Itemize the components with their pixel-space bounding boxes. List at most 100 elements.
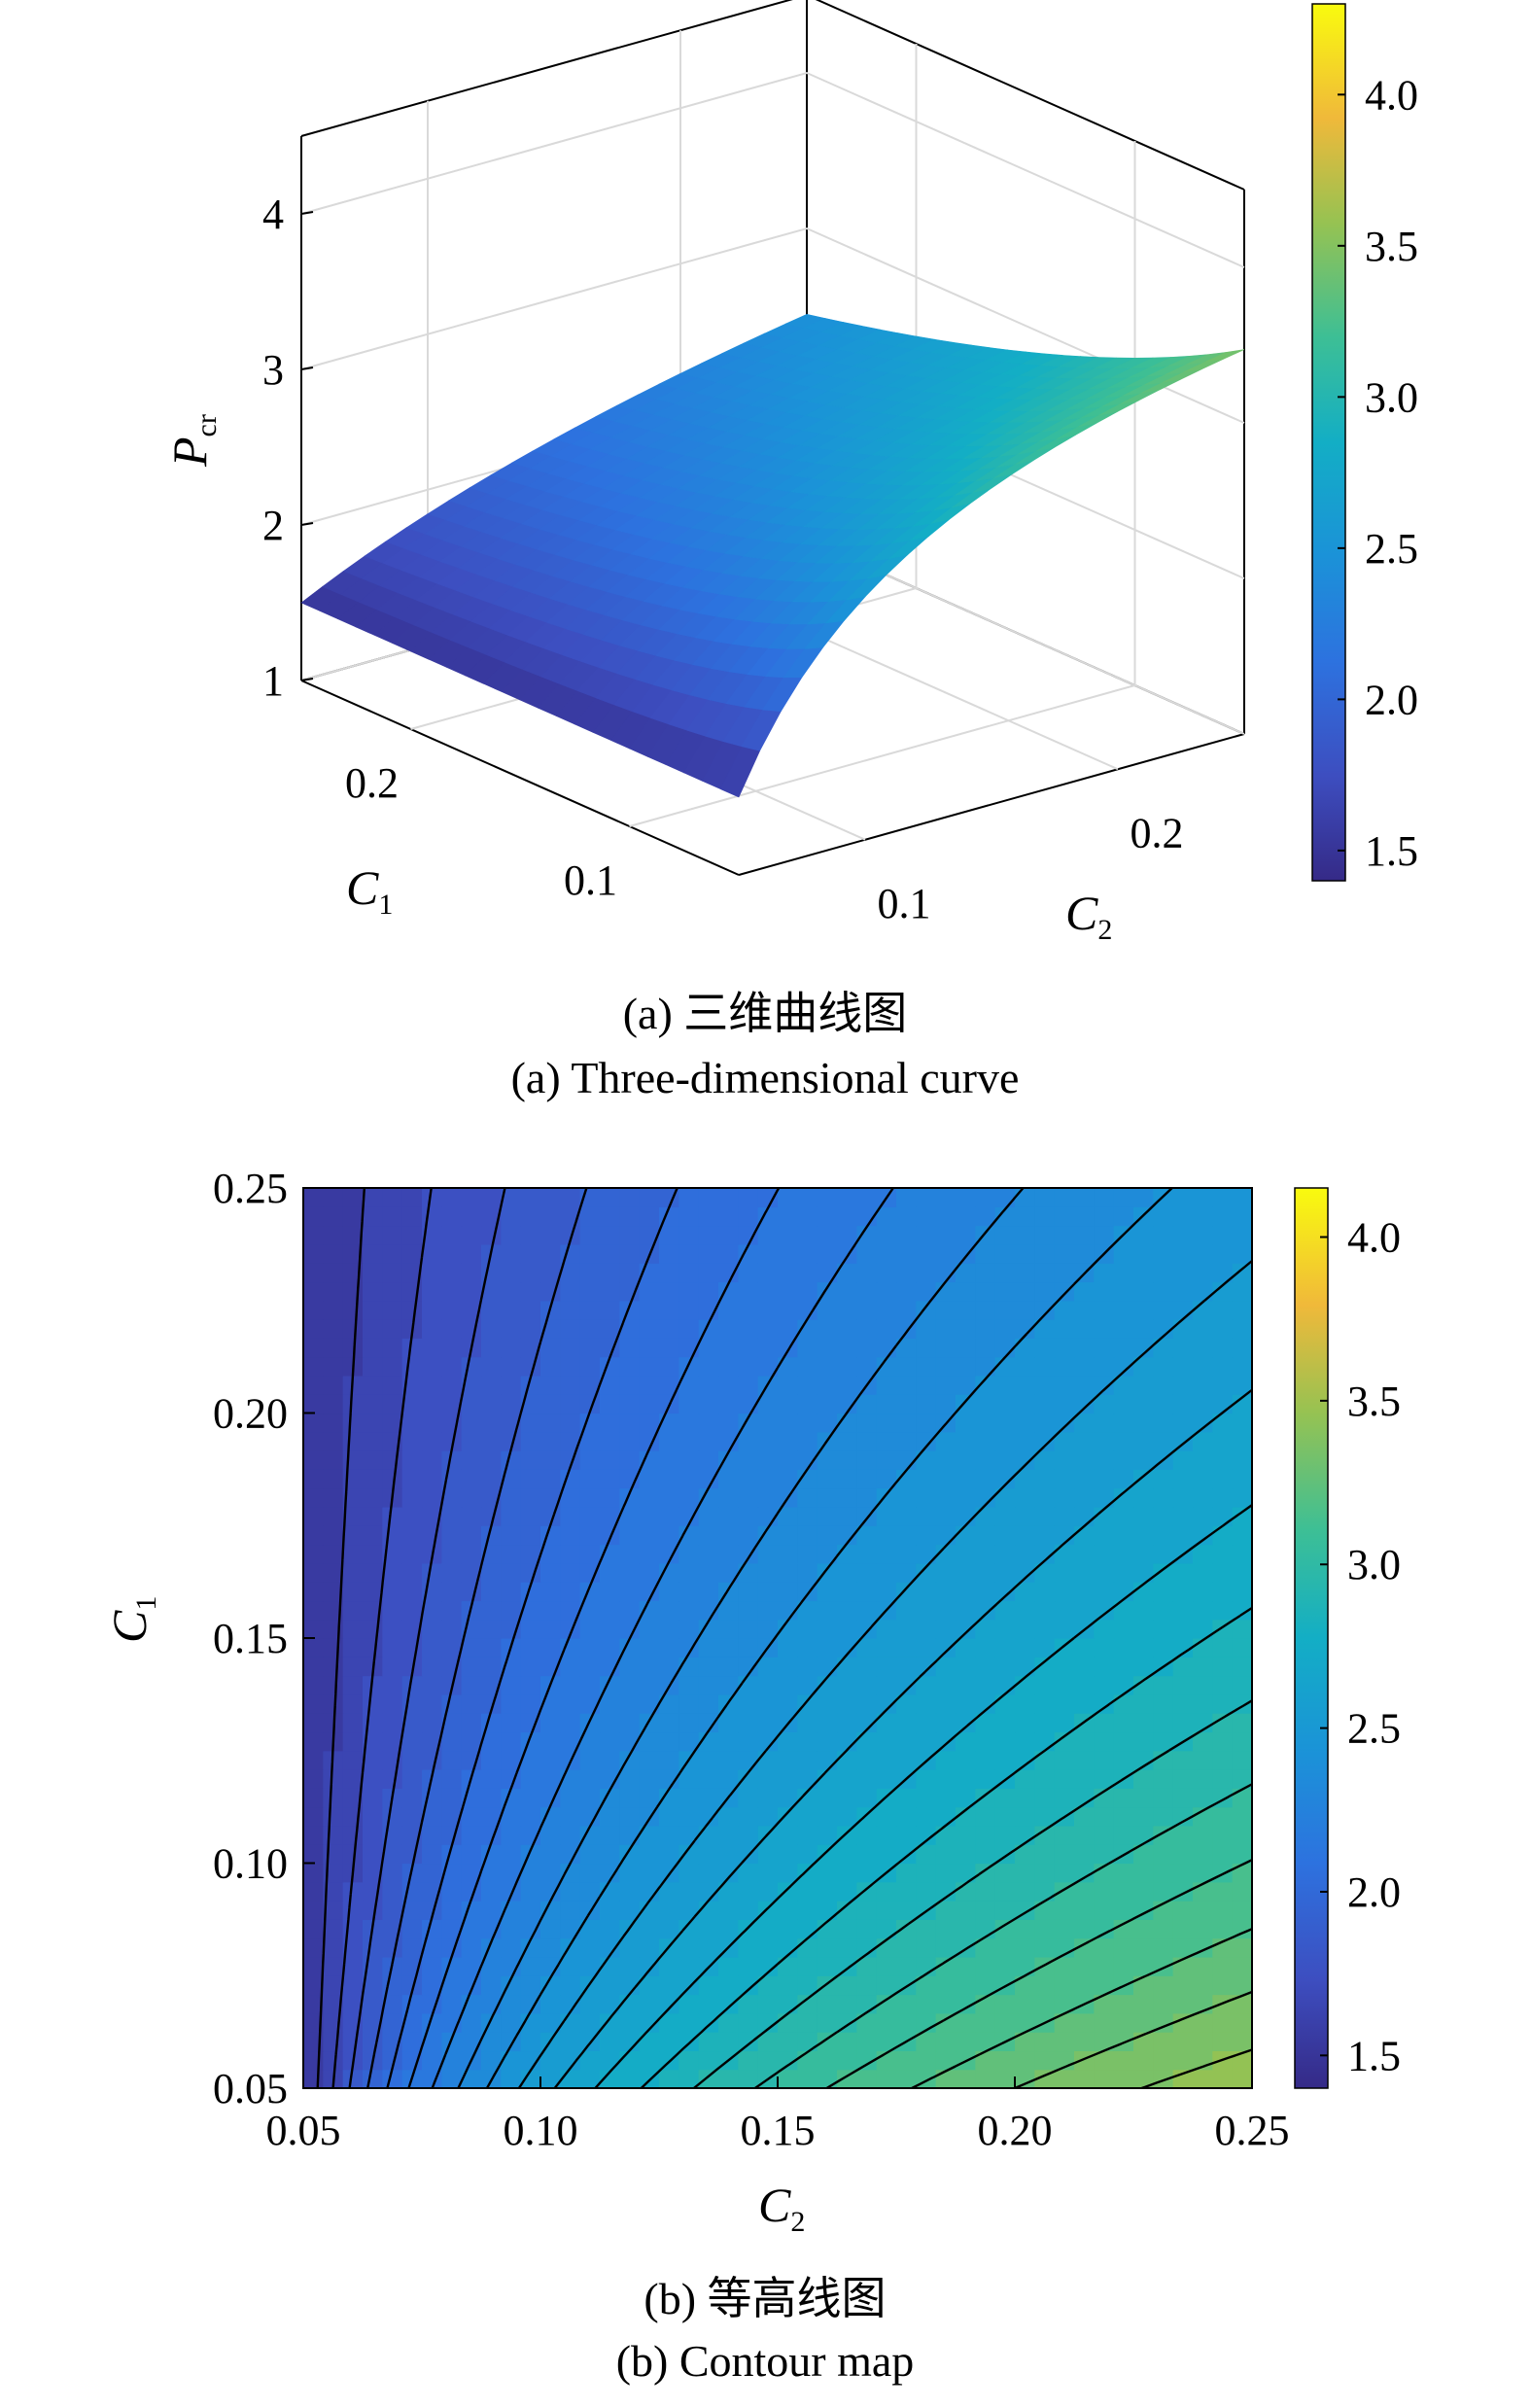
contour-cell	[679, 1582, 700, 1602]
contour-cell	[540, 1731, 561, 1752]
contour-cell	[876, 1844, 897, 1865]
contour-cell	[303, 1844, 324, 1865]
contour-cell	[896, 1638, 917, 1658]
contour-cell	[994, 2069, 1016, 2088]
contour-cell	[1193, 1731, 1213, 1752]
contour-cell	[600, 2012, 620, 2033]
contour-cell	[639, 1825, 660, 1845]
contour-cell	[1133, 1188, 1154, 1207]
contour-cell	[303, 1281, 324, 1302]
contour-cell	[738, 1657, 759, 1677]
contour-cell	[1212, 1356, 1234, 1377]
contour-cell	[1133, 1881, 1154, 1902]
contour-cell	[896, 1431, 917, 1451]
contour-cell	[1074, 1206, 1095, 1227]
contour-cell	[837, 1975, 857, 1996]
contour-cell	[1054, 1263, 1075, 1283]
contour-cell	[1015, 1243, 1035, 1264]
contour-cell	[916, 1487, 937, 1508]
contour-cell	[1232, 1413, 1252, 1433]
contour-cell	[1232, 1638, 1252, 1658]
contour-cell	[778, 2032, 798, 2052]
contour-cell	[342, 1713, 364, 1733]
contour-cell	[896, 1375, 917, 1395]
contour-cell	[659, 1356, 679, 1377]
contour-cell	[342, 1413, 364, 1433]
contour-cell	[1153, 1638, 1174, 1658]
contour-cell	[994, 1300, 1016, 1320]
contour-cell	[422, 1413, 442, 1433]
contour-cell	[1094, 1806, 1115, 1827]
contour-cell	[856, 1450, 878, 1470]
contour-cell	[540, 2050, 561, 2071]
contour-cell	[600, 1206, 620, 1227]
contour-cell	[1133, 1225, 1154, 1245]
contour-cell	[401, 2032, 423, 2052]
contour-cell	[1054, 2069, 1075, 2088]
contour-cell	[1034, 1487, 1056, 1508]
contour-cell	[778, 1844, 798, 1865]
contour-cell	[1113, 1825, 1134, 1845]
contour-cell	[401, 1469, 423, 1489]
contour-cell	[441, 1243, 463, 1264]
contour-cell	[778, 1319, 798, 1339]
contour-cell	[679, 1713, 700, 1733]
contour-cell	[738, 1693, 759, 1714]
contour-cell	[718, 1769, 739, 1789]
contour-cell	[956, 1844, 976, 1865]
contour-cell	[560, 1263, 581, 1283]
contour-cell	[718, 1356, 739, 1377]
contour-cell	[896, 1825, 917, 1845]
contour-cell	[461, 1431, 482, 1451]
contour-cell	[342, 1825, 364, 1845]
contour-cell	[956, 1994, 976, 2014]
contour-cell	[501, 1731, 522, 1752]
contour-cell	[1172, 1788, 1194, 1808]
contour-cell	[1172, 1919, 1194, 1939]
contour-cell	[382, 1713, 403, 1733]
contour-cell	[975, 1338, 996, 1358]
contour-cell	[1034, 1356, 1056, 1377]
contour-cell	[896, 1582, 917, 1602]
contour-cell	[856, 1844, 878, 1865]
contour-line	[316, 1188, 365, 2088]
contour-cell	[1212, 1638, 1234, 1658]
contour-cell	[619, 2050, 641, 2071]
contour-cell	[303, 1487, 324, 1508]
colorbar-a-tick-label: 3.5	[1365, 223, 1418, 270]
contour-cell	[698, 1469, 719, 1489]
contour-cell	[679, 1300, 700, 1320]
contour-cell	[600, 1994, 620, 2014]
contour-cell	[896, 1657, 917, 1677]
colorbar-b-tick-label: 4.0	[1347, 1214, 1401, 1262]
contour-cell	[481, 1713, 502, 1733]
contour-cell	[1054, 1731, 1075, 1752]
contour-cell	[1094, 1675, 1115, 1695]
contour-cell	[501, 1431, 522, 1451]
contour-cell	[817, 1956, 838, 1976]
contour-cell	[303, 2069, 324, 2088]
contour-cell	[797, 1693, 818, 1714]
contour-cell	[1015, 1769, 1035, 1789]
contour-cell	[956, 1356, 976, 1377]
contour-cell	[738, 1525, 759, 1546]
contour-cell	[817, 1901, 838, 1920]
contour-cell	[363, 1413, 383, 1433]
contour-cell	[540, 1469, 561, 1489]
contour-cell	[619, 1881, 641, 1902]
contour-cell	[1113, 1919, 1134, 1939]
contour-cell	[994, 1675, 1016, 1695]
contour-cell	[679, 1487, 700, 1508]
contour-cell	[422, 1750, 442, 1770]
contour-cell	[698, 1919, 719, 1939]
contour-cell	[639, 1469, 660, 1489]
contour-cell	[560, 1375, 581, 1395]
contour-cell	[1094, 1769, 1115, 1789]
contour-cell	[1133, 1431, 1154, 1451]
contour-lines	[316, 1188, 1252, 2088]
contour-cell	[698, 1263, 719, 1283]
contour-cell	[1015, 1319, 1035, 1339]
contour-cell	[1133, 1469, 1154, 1489]
contour-cell	[323, 1263, 344, 1283]
contour-cell	[303, 1975, 324, 1996]
